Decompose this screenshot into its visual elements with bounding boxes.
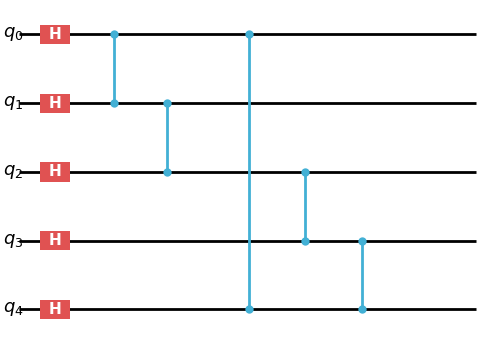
Text: H: H [49, 96, 61, 110]
FancyBboxPatch shape [40, 231, 70, 250]
Text: H: H [49, 233, 61, 248]
Text: $q_{1}$: $q_{1}$ [3, 94, 23, 112]
Text: H: H [49, 27, 61, 42]
FancyBboxPatch shape [40, 25, 70, 44]
Text: $q_{0}$: $q_{0}$ [2, 25, 23, 43]
FancyBboxPatch shape [40, 300, 70, 319]
Text: H: H [49, 164, 61, 179]
Text: $q_{4}$: $q_{4}$ [2, 300, 23, 318]
Text: H: H [49, 302, 61, 317]
Text: $q_{3}$: $q_{3}$ [3, 232, 23, 250]
FancyBboxPatch shape [40, 162, 70, 182]
Text: $q_{2}$: $q_{2}$ [3, 163, 23, 181]
FancyBboxPatch shape [40, 93, 70, 113]
